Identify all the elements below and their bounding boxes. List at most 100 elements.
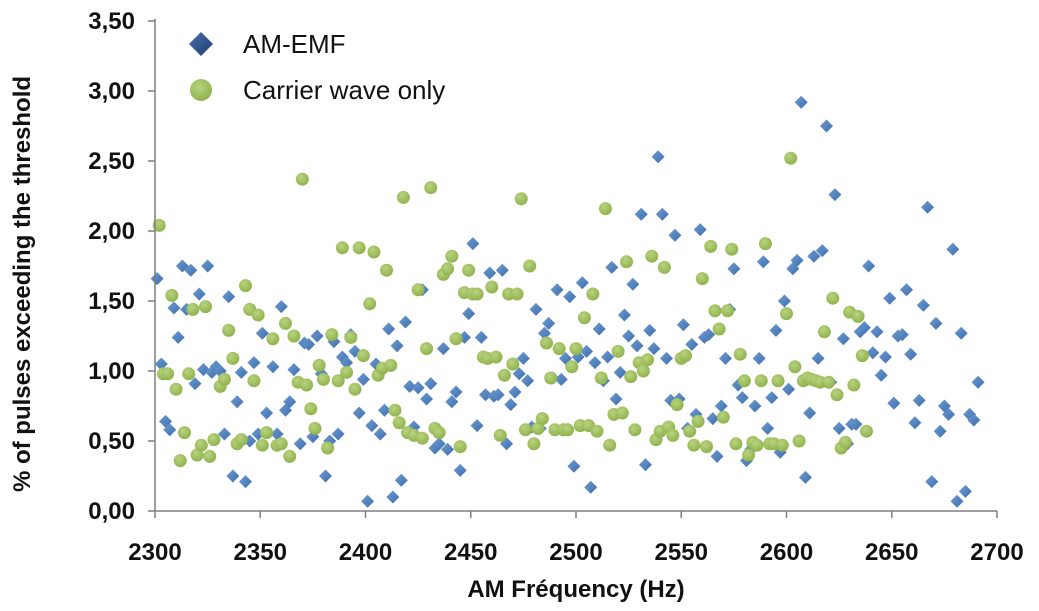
- circle-point: [859, 424, 873, 438]
- diamond-point: [971, 375, 985, 389]
- circle-point: [594, 371, 608, 385]
- circle-point: [462, 263, 476, 277]
- circle-point: [628, 423, 642, 437]
- diamond-point: [478, 388, 492, 402]
- diamond-point: [836, 332, 850, 346]
- circle-point: [700, 440, 714, 454]
- circle-point: [535, 412, 549, 426]
- diamond-point: [356, 372, 370, 386]
- diamond-point: [287, 363, 301, 377]
- circle-point: [506, 357, 520, 371]
- diamond-point: [361, 494, 375, 508]
- diamond-point: [512, 367, 526, 381]
- y-tick-label: 0,00: [88, 498, 135, 525]
- diamond-point: [171, 330, 185, 344]
- diamond-point: [529, 302, 543, 316]
- diamond-point: [925, 475, 939, 489]
- y-tick-label: 1,50: [88, 288, 135, 315]
- diamond-point: [567, 459, 581, 473]
- circle-point: [239, 279, 253, 293]
- circle-point: [733, 347, 747, 361]
- circle-point: [186, 302, 200, 316]
- diamond-point: [668, 228, 682, 242]
- legend-item-2: Carrier wave only: [190, 75, 445, 105]
- diamond-point: [967, 413, 981, 427]
- circle-point: [424, 181, 438, 195]
- series-2: [152, 151, 873, 468]
- diamond-point: [748, 399, 762, 413]
- diamond-point: [874, 368, 888, 382]
- diamond-point: [706, 412, 720, 426]
- diamond-point: [592, 322, 606, 336]
- y-tick-label: 2,50: [88, 148, 135, 175]
- diamond-point: [643, 323, 657, 337]
- diamond-point: [462, 307, 476, 321]
- diamond-point: [302, 337, 316, 351]
- diamond-point: [887, 396, 901, 410]
- diamond-point: [504, 398, 518, 412]
- diamond-point: [634, 207, 648, 221]
- diamond-point: [912, 393, 926, 407]
- circle-point: [287, 329, 301, 343]
- diamond-point: [685, 337, 699, 351]
- diamond-point: [660, 351, 674, 365]
- circle-point: [683, 424, 697, 438]
- circle-point: [348, 382, 362, 396]
- circle-point: [666, 428, 680, 442]
- circle-point: [721, 304, 735, 318]
- circle-point: [624, 370, 638, 384]
- circle-point: [396, 190, 410, 204]
- circle-point: [207, 433, 221, 447]
- circle-point: [527, 437, 541, 451]
- diamond-point: [866, 346, 880, 360]
- diamond-point: [899, 283, 913, 297]
- circle-point: [758, 237, 772, 251]
- circle-point: [695, 272, 709, 286]
- x-tick-label: 2400: [339, 539, 392, 566]
- circle-point: [670, 398, 684, 412]
- circle-point: [518, 423, 532, 437]
- diamond-point: [756, 255, 770, 269]
- diamond-point: [521, 374, 535, 388]
- diamond-point: [394, 473, 408, 487]
- diamond-point: [702, 328, 716, 342]
- diamond-point: [630, 339, 644, 353]
- diamond-point: [411, 381, 425, 395]
- x-tick-label: 2450: [444, 539, 497, 566]
- circle-point: [356, 349, 370, 363]
- circle-point: [363, 297, 377, 311]
- circle-point: [851, 309, 865, 323]
- circle-point: [590, 424, 604, 438]
- diamond-point: [331, 427, 345, 441]
- y-axis-label: % of pulses exceeding the threshold: [9, 76, 36, 492]
- x-tick-label: 2650: [865, 539, 918, 566]
- diamond-point: [782, 382, 796, 396]
- diamond-point: [849, 417, 863, 431]
- diamond-point: [954, 326, 968, 340]
- diamond-point: [563, 290, 577, 304]
- diamond-point: [445, 395, 459, 409]
- diamond-point: [466, 237, 480, 251]
- diamond-point: [811, 351, 825, 365]
- diamond-point: [929, 316, 943, 330]
- circle-point: [453, 440, 467, 454]
- diamond-point: [230, 395, 244, 409]
- diamond-point: [584, 480, 598, 494]
- diamond-point: [883, 291, 897, 305]
- diamond-point: [390, 339, 404, 353]
- diamond-point: [255, 326, 269, 340]
- circle-point: [523, 259, 537, 273]
- circle-point: [308, 421, 322, 435]
- diamond-point: [436, 342, 450, 356]
- diamond-point: [958, 484, 972, 498]
- axes: 0,00 0,50 1,00 1,50 2,00 2,50 3,00 3,50 2300 2350…: [88, 8, 1023, 566]
- circle-point: [565, 360, 579, 374]
- circle-point: [226, 351, 240, 365]
- diamond-point: [192, 287, 206, 301]
- diamond-point: [340, 356, 354, 370]
- diamond-point: [878, 350, 892, 364]
- circle-point: [182, 367, 196, 381]
- diamond-point: [904, 347, 918, 361]
- circle-point: [847, 378, 861, 392]
- circle-point: [615, 406, 629, 420]
